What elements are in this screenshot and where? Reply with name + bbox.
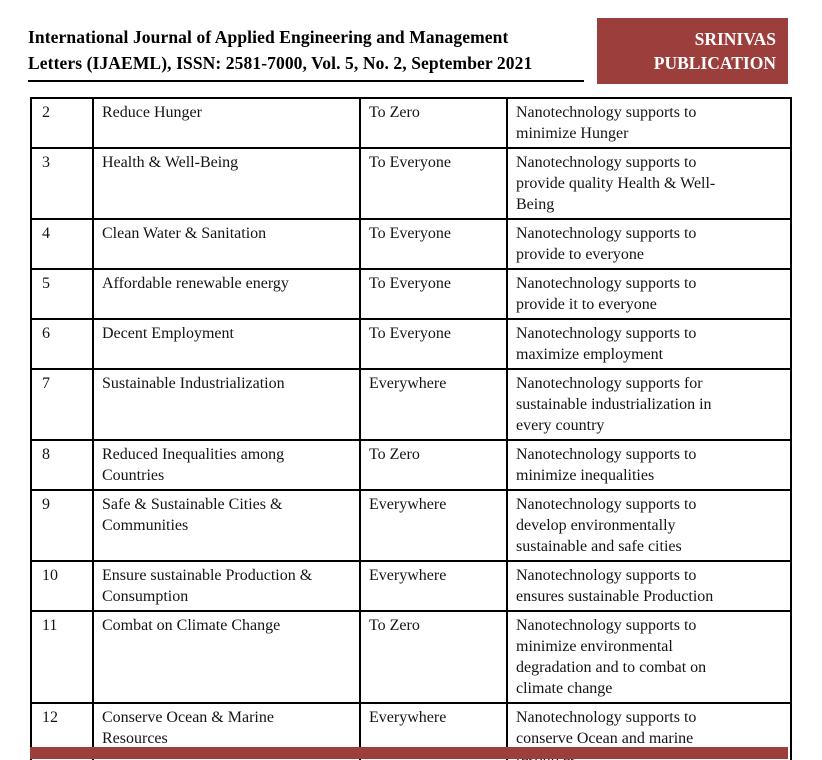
journal-title-line1: International Journal of Applied Enginee… xyxy=(28,27,509,47)
row-number-cell: 3 xyxy=(30,147,94,220)
goal-cell: Safe & Sustainable Cities & Communities xyxy=(92,489,361,562)
goal-cell: Affordable renewable energy xyxy=(92,268,361,320)
table-row: 8 Reduced Inequalities among Countries To … xyxy=(30,439,792,491)
goal-cell: Health & Well-Being xyxy=(92,147,361,220)
description-cell: Nanotechnology supports to develop envir… xyxy=(506,489,792,562)
table-row: 2 Reduce Hunger To Zero Nanotechnology supp… xyxy=(30,97,792,149)
target-cell: To Zero xyxy=(359,610,508,704)
row-number-cell: 5 xyxy=(30,268,94,320)
table-row: 11 Combat on Climate Change To Zero Nanotec… xyxy=(30,610,792,704)
target-cell: To Everyone xyxy=(359,268,508,320)
description-cell: Nanotechnology supports to ensures susta… xyxy=(506,560,792,612)
footer-bar xyxy=(30,747,788,759)
target-cell: Everywhere xyxy=(359,368,508,441)
goal-cell: Reduced Inequalities among Countries xyxy=(92,439,361,491)
table-row: 7 Sustainable Industrialization Everywhere… xyxy=(30,368,792,441)
goal-cell: Combat on Climate Change xyxy=(92,610,361,704)
target-cell: Everywhere xyxy=(359,560,508,612)
description-cell: Nanotechnology supports to minimize ineq… xyxy=(506,439,792,491)
journal-title-line2: Letters (IJAEML), ISSN: 2581-7000, Vol. … xyxy=(28,53,533,73)
target-cell: To Everyone xyxy=(359,147,508,220)
table-row: 3 Health & Well-Being To Everyone Nanotechn… xyxy=(30,147,792,220)
target-cell: To Zero xyxy=(359,97,508,149)
description-cell: Nanotechnology supports to provide it to… xyxy=(506,268,792,320)
journal-title: International Journal of Applied Enginee… xyxy=(28,24,594,76)
target-cell: To Everyone xyxy=(359,218,508,270)
target-cell: Everywhere xyxy=(359,489,508,562)
header-divider-rule xyxy=(28,80,584,82)
target-cell: To Zero xyxy=(359,439,508,491)
target-cell: To Everyone xyxy=(359,318,508,370)
row-number-cell: 9 xyxy=(30,489,94,562)
row-number-cell: 4 xyxy=(30,218,94,270)
row-number-cell: 11 xyxy=(30,610,94,704)
row-number-cell: 6 xyxy=(30,318,94,370)
goal-cell: Reduce Hunger xyxy=(92,97,361,149)
row-number-cell: 8 xyxy=(30,439,94,491)
description-cell: Nanotechnology supports to minimize envi… xyxy=(506,610,792,704)
row-number-cell: 7 xyxy=(30,368,94,441)
description-cell: Nanotechnology supports to maximize empl… xyxy=(506,318,792,370)
table-row: 10 Ensure sustainable Production & Consum… xyxy=(30,560,792,612)
publisher-logo-box: SRINIVAS PUBLICATION xyxy=(597,18,788,84)
table-row: 9 Safe & Sustainable Cities & Communities… xyxy=(30,489,792,562)
table-row: 6 Decent Employment To Everyone Nanotechnol… xyxy=(30,318,792,370)
goal-cell: Ensure sustainable Production & Consumpt… xyxy=(92,560,361,612)
description-cell: Nanotechnology supports to provide to ev… xyxy=(506,218,792,270)
table-body: 2 Reduce Hunger To Zero Nanotechnology supp… xyxy=(30,97,792,760)
table-row: 4 Clean Water & Sanitation To Everyone Nano… xyxy=(30,218,792,270)
row-number-cell: 10 xyxy=(30,560,94,612)
description-cell: Nanotechnology supports for sustainable … xyxy=(506,368,792,441)
goal-cell: Decent Employment xyxy=(92,318,361,370)
publisher-name-line2: PUBLICATION xyxy=(653,53,776,73)
sdg-nanotechnology-table: 2 Reduce Hunger To Zero Nanotechnology supp… xyxy=(30,97,792,760)
goal-cell: Sustainable Industrialization xyxy=(92,368,361,441)
description-cell: Nanotechnology supports to minimize Hung… xyxy=(506,97,792,149)
row-number-cell: 2 xyxy=(30,97,94,149)
goal-cell: Clean Water & Sanitation xyxy=(92,218,361,270)
table-row: 5 Affordable renewable energy To Everyone N… xyxy=(30,268,792,320)
publisher-name-line1: SRINIVAS xyxy=(694,29,776,49)
description-cell: Nanotechnology supports to provide quali… xyxy=(506,147,792,220)
